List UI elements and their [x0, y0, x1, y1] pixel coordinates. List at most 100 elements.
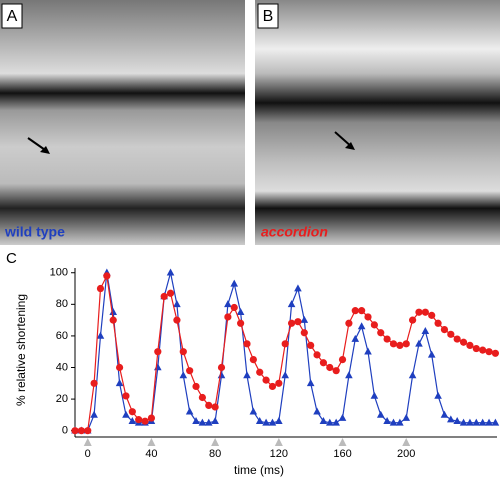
data-point — [109, 316, 117, 324]
data-point — [491, 349, 500, 357]
data-point — [428, 311, 436, 319]
data-point — [485, 348, 493, 356]
data-point — [217, 371, 226, 379]
data-point — [275, 417, 283, 425]
x-tick — [83, 438, 92, 446]
data-point — [453, 335, 461, 343]
data-point — [109, 308, 118, 316]
data-point — [325, 418, 334, 426]
data-point — [409, 316, 417, 324]
data-point — [211, 403, 219, 411]
data-point — [262, 418, 270, 426]
x-tick — [338, 438, 347, 446]
data-point — [179, 371, 188, 379]
data-point — [294, 318, 302, 326]
panel-caption: wild type — [4, 224, 65, 240]
data-point — [396, 341, 404, 349]
data-point — [154, 363, 162, 371]
data-point — [427, 350, 436, 358]
data-point — [415, 339, 423, 347]
data-point — [147, 414, 156, 422]
data-point — [459, 338, 468, 346]
data-point — [447, 330, 455, 338]
data-point — [249, 407, 258, 415]
data-point — [96, 331, 105, 339]
data-point — [447, 415, 455, 423]
data-point — [160, 292, 168, 301]
y-tick-label: 20 — [56, 393, 68, 405]
data-point — [275, 379, 283, 387]
data-point — [434, 319, 442, 327]
data-point — [204, 418, 213, 426]
data-point — [319, 417, 328, 425]
data-point — [122, 410, 130, 418]
data-point — [402, 413, 411, 421]
data-point — [224, 300, 232, 308]
data-point — [338, 356, 347, 364]
data-point — [485, 418, 493, 426]
data-point — [434, 391, 442, 399]
data-point — [122, 392, 130, 400]
data-point — [90, 410, 98, 418]
data-point — [192, 417, 200, 425]
data-point — [211, 417, 219, 425]
x-tick — [402, 438, 411, 446]
data-point — [345, 319, 353, 327]
data-point — [351, 307, 359, 315]
arrow-head — [40, 146, 50, 154]
data-point — [408, 371, 417, 379]
data-point — [262, 376, 270, 384]
data-point — [141, 417, 149, 425]
micrograph-b — [255, 0, 500, 245]
data-point — [185, 407, 194, 415]
data-point — [205, 401, 213, 410]
data-point — [255, 417, 264, 425]
x-tick-label: 200 — [397, 448, 415, 460]
x-tick-label: 40 — [145, 448, 157, 460]
data-point — [154, 348, 162, 356]
data-point — [198, 418, 207, 426]
data-point — [128, 417, 137, 425]
data-point — [281, 371, 290, 379]
data-point — [357, 322, 366, 330]
data-point — [440, 410, 449, 418]
data-point — [243, 340, 251, 348]
data-point — [224, 313, 232, 321]
data-point — [313, 407, 321, 415]
data-point — [166, 268, 175, 276]
data-point — [256, 368, 264, 376]
data-point — [115, 379, 124, 387]
panel-label-box — [1, 3, 23, 29]
data-point — [96, 284, 105, 293]
data-point — [421, 326, 430, 334]
micrograph-a — [0, 0, 245, 245]
data-point — [90, 379, 98, 387]
panel-label-box — [257, 3, 279, 29]
data-point — [306, 379, 315, 387]
x-tick — [147, 438, 156, 446]
data-point — [396, 418, 404, 426]
data-point — [166, 289, 175, 297]
data-point — [236, 308, 245, 316]
panel-label: B — [263, 8, 274, 25]
data-point — [440, 325, 449, 334]
data-point — [370, 391, 379, 399]
data-point — [71, 427, 79, 435]
y-tick-label: 40 — [56, 361, 68, 373]
y-tick-label: 0 — [62, 425, 68, 437]
data-point — [268, 418, 277, 426]
data-point — [421, 308, 429, 316]
data-point — [77, 427, 85, 435]
y-tick-label: 60 — [56, 330, 68, 342]
panel-caption: accordion — [261, 224, 328, 240]
data-point — [466, 418, 474, 426]
arrow-head — [345, 142, 355, 150]
data-point — [383, 417, 391, 425]
data-point — [173, 316, 181, 324]
data-point — [491, 418, 500, 426]
data-point — [478, 418, 487, 426]
data-point — [364, 347, 372, 355]
y-tick-label: 100 — [50, 267, 68, 279]
data-point — [376, 410, 385, 418]
y-tick-label: 80 — [56, 298, 68, 310]
